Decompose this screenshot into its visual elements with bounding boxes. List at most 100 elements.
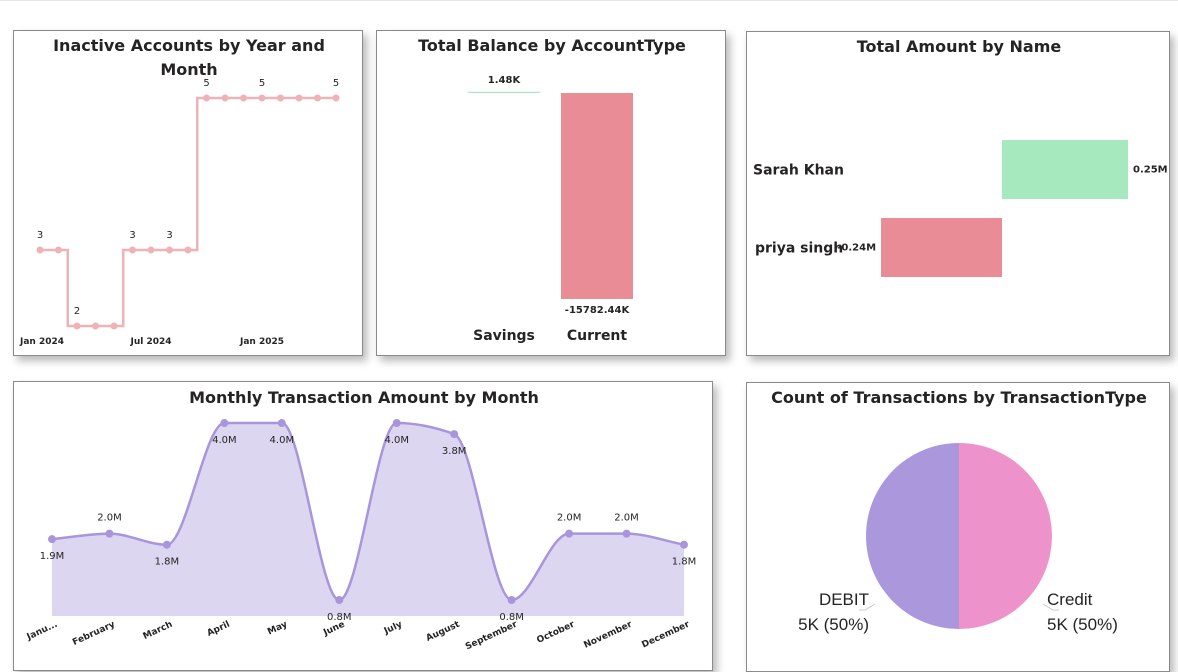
inactive-step-line (40, 96, 336, 328)
pie-leader-debit (859, 603, 876, 611)
balance-category-label: Current (567, 328, 628, 344)
monthly-point (392, 419, 401, 428)
monthly-point (680, 540, 688, 549)
balance-bar (561, 93, 633, 299)
amount-by-name-card[interactable]: Total Amount by Name 0.25M Sarah Khan -0.2… (746, 31, 1170, 356)
monthly-x-tick-label: November (582, 619, 634, 650)
inactive-point (147, 246, 155, 254)
monthly-point (277, 419, 286, 428)
inactive-accounts-card[interactable]: Inactive Accounts by Year and Month 3 2 3 3… (13, 30, 363, 356)
monthly-point (507, 596, 516, 604)
monthly-point (220, 419, 229, 428)
inactive-accounts-chart: Inactive Accounts by Year and Month 3 2 3 3… (19, 36, 340, 347)
inactive-point (203, 94, 210, 102)
inactive-accounts-title-line1: Inactive Accounts by Year and (53, 36, 325, 55)
total-balance-chart: Total Balance by AccountType 1.48K Saving… (418, 36, 686, 344)
monthly-data-label: 0.8M (499, 612, 524, 623)
balance-data-label: 1.48K (488, 75, 522, 86)
monthly-x-tick-label: May (266, 620, 289, 638)
transaction-type-title: Count of Transactions by TransactionType (771, 388, 1147, 407)
inactive-point (166, 246, 173, 254)
inactive-point (73, 322, 81, 330)
pie-slice-credit (959, 443, 1052, 629)
monthly-data-label: 2.0M (557, 513, 582, 524)
inactive-point (295, 94, 303, 102)
pie-value-credit: 5K (50%) (1047, 615, 1118, 634)
monthly-x-tick-label: July (382, 620, 404, 637)
monthly-x-tick-label: March (142, 620, 175, 642)
inactive-data-label: 2 (74, 306, 80, 317)
inactive-point (184, 246, 192, 254)
inactive-point (110, 322, 118, 330)
monthly-data-label: 0.8M (327, 612, 352, 623)
balance-bar (468, 91, 540, 93)
amount-by-name-chart: Total Amount by Name 0.25M Sarah Khan -0.2… (753, 37, 1168, 277)
monthly-line (51, 421, 685, 602)
inactive-x-tick-label: Jul 2024 (129, 337, 171, 347)
monthly-data-label: 1.8M (155, 557, 180, 568)
top-divider (0, 0, 1178, 1)
monthly-x-tick-label: February (71, 620, 117, 648)
name-data-label: 0.25M (1133, 165, 1168, 176)
monthly-x-tick-label: Janu... (25, 620, 60, 643)
monthly-point (565, 529, 574, 538)
balance-category-label: Savings (473, 328, 535, 344)
monthly-transaction-chart: Monthly Transaction Amount by Month 1.9M… (25, 388, 697, 652)
monthly-point (450, 430, 459, 439)
monthly-area-fill (52, 423, 684, 616)
inactive-data-label: 5 (203, 78, 209, 89)
monthly-data-label: 3.8M (442, 446, 467, 457)
inactive-data-label: 5 (259, 78, 265, 89)
pie-value-debit: 5K (50%) (798, 615, 869, 634)
total-balance-card[interactable]: Total Balance by AccountType 1.48K Saving… (376, 30, 726, 356)
pie-leader-credit (1042, 603, 1059, 611)
monthly-data-label: 4.0M (384, 435, 409, 446)
inactive-point (240, 94, 247, 102)
monthly-point (48, 535, 56, 544)
inactive-x-tick-label: Jan 2024 (19, 337, 64, 347)
monthly-data-label: 4.0M (270, 435, 295, 446)
transaction-type-chart: Count of Transactions by TransactionType… (771, 388, 1147, 634)
monthly-point (162, 540, 171, 549)
inactive-point (92, 322, 99, 330)
transaction-type-card[interactable]: Count of Transactions by TransactionType… (746, 382, 1170, 672)
pie-label-debit: DEBIT (819, 590, 869, 609)
monthly-data-label: 1.8M (672, 557, 697, 568)
total-balance-title: Total Balance by AccountType (418, 36, 686, 55)
monthly-data-label: 4.0M (212, 435, 237, 446)
inactive-data-label: 3 (129, 230, 135, 241)
name-category-label: priya singh (755, 241, 843, 257)
inactive-point (36, 246, 44, 254)
monthly-x-tick-label: April (206, 620, 232, 639)
amount-by-name-title: Total Amount by Name (857, 37, 1062, 56)
pie-label-credit: Credit (1047, 590, 1093, 609)
inactive-point (129, 246, 136, 254)
monthly-point (335, 596, 344, 604)
monthly-point (622, 529, 631, 538)
name-bar (1002, 140, 1128, 199)
inactive-point (221, 94, 229, 102)
name-data-label: -0.24M (837, 243, 876, 254)
inactive-data-label: 3 (37, 230, 43, 241)
monthly-x-tick-label: August (425, 619, 462, 644)
monthly-data-label: 1.9M (40, 551, 65, 562)
inactive-point (277, 94, 284, 102)
pie-slice-debit (866, 443, 959, 629)
monthly-point (105, 529, 114, 538)
inactive-point (332, 94, 340, 102)
inactive-data-label: 3 (166, 230, 172, 241)
inactive-point (55, 246, 62, 254)
monthly-x-tick-label: October (535, 619, 576, 645)
monthly-data-label: 2.0M (97, 513, 122, 524)
inactive-point (314, 94, 321, 102)
monthly-transaction-card[interactable]: Monthly Transaction Amount by Month 1.9M… (13, 381, 713, 671)
balance-data-label: -15782.44K (565, 305, 631, 316)
name-bar (881, 218, 1002, 277)
name-category-label: Sarah Khan (753, 163, 844, 179)
inactive-data-label: 5 (333, 78, 339, 89)
monthly-x-tick-label: September (464, 619, 519, 652)
monthly-transaction-title: Monthly Transaction Amount by Month (189, 388, 539, 407)
monthly-data-label: 2.0M (614, 513, 639, 524)
inactive-x-tick-label: Jan 2025 (239, 337, 284, 347)
inactive-point (258, 94, 266, 102)
